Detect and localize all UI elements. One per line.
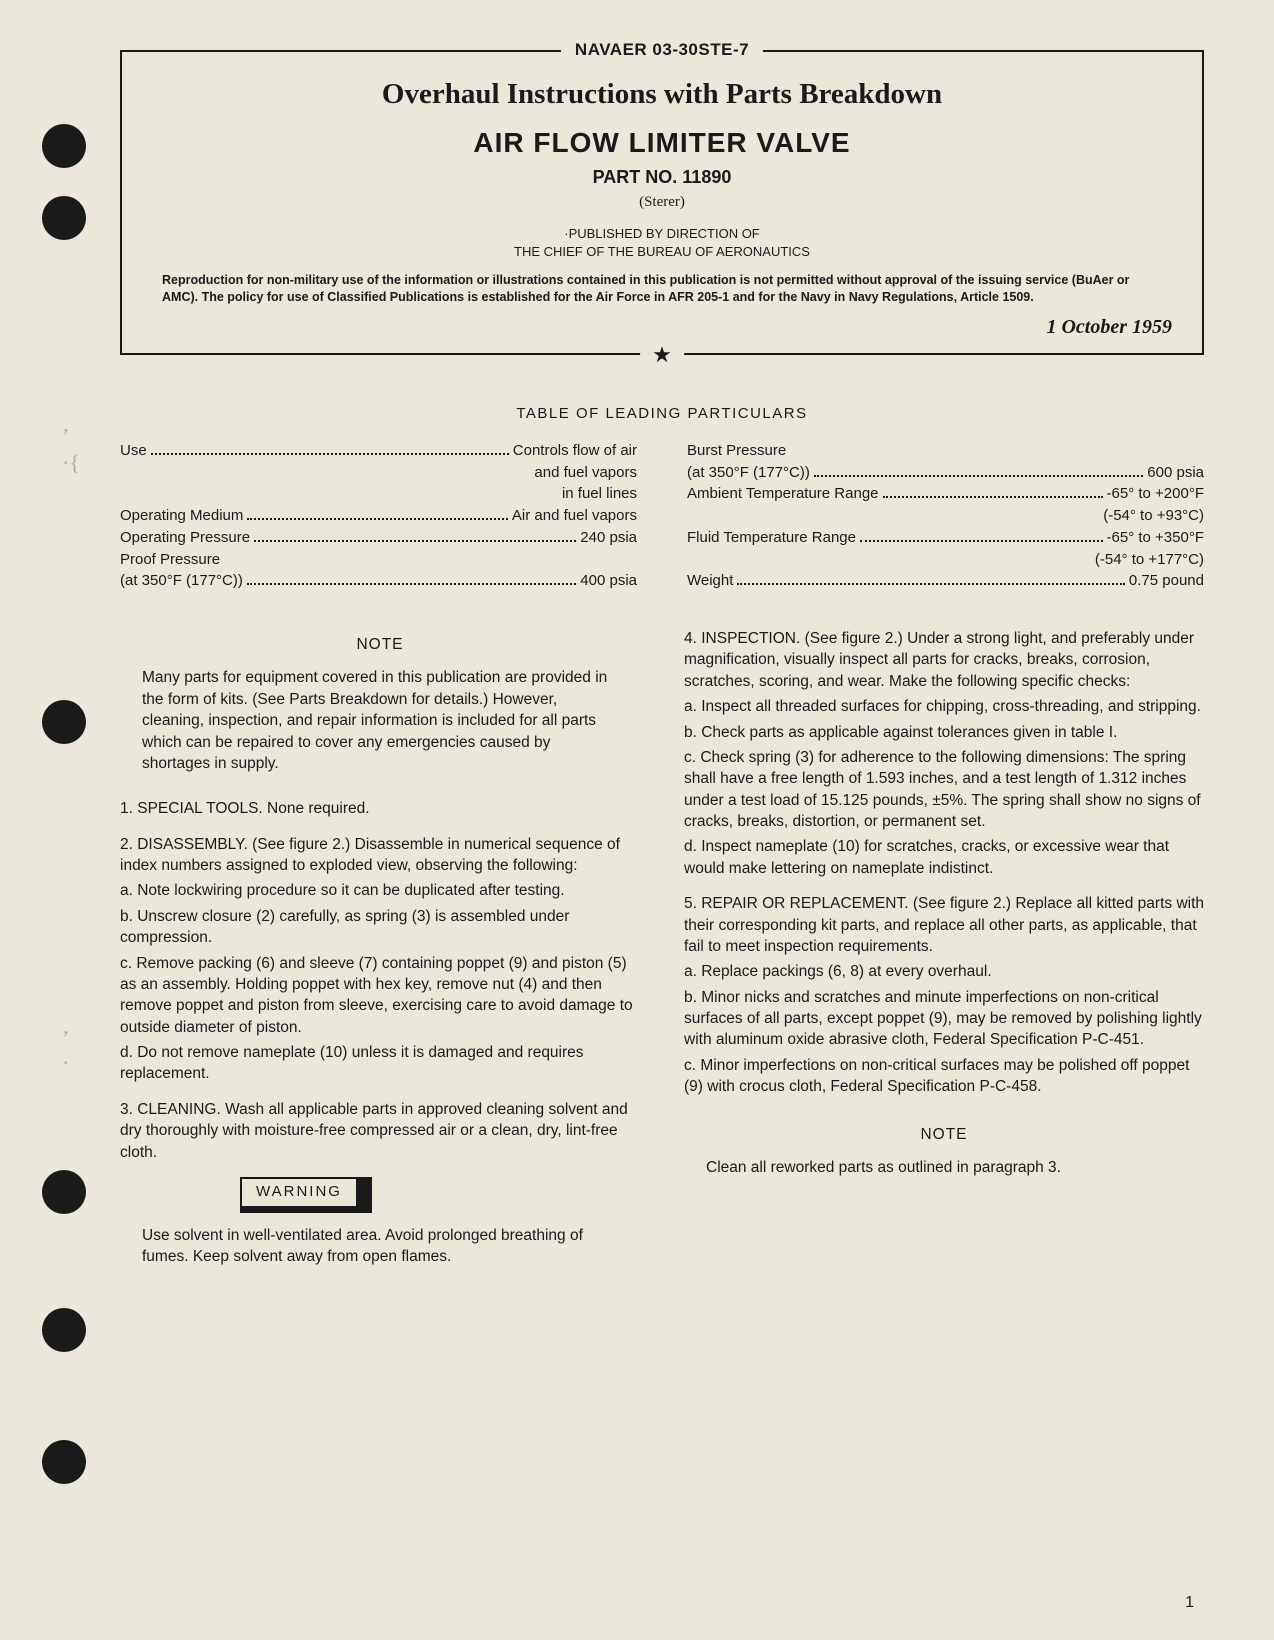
particular-label-only: Burst Pressure: [687, 440, 1204, 462]
punch-hole: [42, 1170, 86, 1214]
body-left-col: NOTE Many parts for equipment covered in…: [120, 628, 640, 1267]
sub-paragraph: d. Do not remove nameplate (10) unless i…: [120, 1042, 640, 1085]
particular-subline: (-54° to +93°C): [687, 505, 1204, 527]
punch-hole: [42, 1308, 86, 1352]
scan-artifact: ʼ: [62, 424, 69, 450]
paragraph: 4. INSPECTION. (See figure 2.) Under a s…: [684, 628, 1204, 692]
particular-value: Air and fuel vapors: [512, 505, 637, 527]
punch-hole: [42, 1440, 86, 1484]
note-heading: NOTE: [684, 1124, 1204, 1145]
body-right-col: 4. INSPECTION. (See figure 2.) Under a s…: [684, 628, 1204, 1267]
note-heading: NOTE: [120, 634, 640, 655]
punch-hole: [42, 124, 86, 168]
equipment-name: AIR FLOW LIMITER VALVE: [152, 127, 1172, 159]
warning-text: Use solvent in well-ventilated area. Avo…: [142, 1225, 618, 1268]
particular-row: (at 350°F (177°C)) 400 psia: [120, 570, 637, 592]
sub-paragraph: c. Remove packing (6) and sleeve (7) con…: [120, 953, 640, 1039]
document-id: NAVAER 03-30STE-7: [561, 40, 763, 60]
particular-value: 0.75 pound: [1129, 570, 1204, 592]
particular-subline: and fuel vapors: [120, 462, 637, 484]
particulars-right-col: Burst Pressure (at 350°F (177°C)) 600 ps…: [687, 440, 1204, 592]
particulars-heading: TABLE OF LEADING PARTICULARS: [120, 405, 1204, 422]
leader-dots: [883, 496, 1103, 498]
sub-paragraph: b. Minor nicks and scratches and minute …: [684, 987, 1204, 1051]
particular-row: Fluid Temperature Range -65° to +350°F: [687, 527, 1204, 549]
particular-label-only: Proof Pressure: [120, 549, 637, 571]
sub-paragraph: d. Inspect nameplate (10) for scratches,…: [684, 836, 1204, 879]
particulars-table: Use Controls flow of air and fuel vapors…: [120, 440, 1204, 592]
particular-row: (at 350°F (177°C)) 600 psia: [687, 462, 1204, 484]
particular-subline: (-54° to +177°C): [687, 549, 1204, 571]
particular-value: -65° to +350°F: [1107, 527, 1204, 549]
particular-label: Ambient Temperature Range: [687, 483, 879, 505]
sub-paragraph: c. Check spring (3) for adherence to the…: [684, 747, 1204, 833]
manufacturer: (Sterer): [152, 194, 1172, 211]
publication-date: 1 October 1959: [152, 316, 1172, 339]
publisher-line-2: THE CHIEF OF THE BUREAU OF AERONAUTICS: [514, 244, 810, 259]
punch-hole: [42, 700, 86, 744]
paragraph: 5. REPAIR OR REPLACEMENT. (See figure 2.…: [684, 893, 1204, 957]
particular-label: (at 350°F (177°C)): [687, 462, 810, 484]
particular-row: Operating Medium Air and fuel vapors: [120, 505, 637, 527]
warning-box: WARNING: [240, 1177, 372, 1213]
publisher-line: ·PUBLISHED BY DIRECTION OF THE CHIEF OF …: [152, 225, 1172, 260]
particular-label: Fluid Temperature Range: [687, 527, 856, 549]
particular-row: Weight 0.75 pound: [687, 570, 1204, 592]
body-text: NOTE Many parts for equipment covered in…: [120, 628, 1204, 1267]
paragraph: 2. DISASSEMBLY. (See figure 2.) Disassem…: [120, 834, 640, 877]
particular-value: 600 psia: [1147, 462, 1204, 484]
particular-label: (at 350°F (177°C)): [120, 570, 243, 592]
leader-dots: [860, 540, 1103, 542]
particular-row: Ambient Temperature Range -65° to +200°F: [687, 483, 1204, 505]
page-number: 1: [1185, 1594, 1194, 1612]
particular-label: Weight: [687, 570, 733, 592]
sub-paragraph: a. Replace packings (6, 8) at every over…: [684, 961, 1204, 982]
leader-dots: [247, 583, 576, 585]
leader-dots: [737, 583, 1125, 585]
title-block: NAVAER 03-30STE-7 Overhaul Instructions …: [120, 50, 1204, 355]
sub-paragraph: b. Unscrew closure (2) carefully, as spr…: [120, 906, 640, 949]
note-body: Many parts for equipment covered in this…: [142, 667, 618, 774]
part-number: PART NO. 11890: [152, 167, 1172, 188]
star-icon: ★: [640, 344, 684, 366]
leader-dots: [254, 540, 576, 542]
paragraph: 1. SPECIAL TOOLS. None required.: [120, 798, 640, 819]
particulars-left-col: Use Controls flow of air and fuel vapors…: [120, 440, 637, 592]
publisher-line-1: ·PUBLISHED BY DIRECTION OF: [564, 226, 760, 241]
sub-paragraph: b. Check parts as applicable against tol…: [684, 722, 1204, 743]
paragraph: 3. CLEANING. Wash all applicable parts i…: [120, 1099, 640, 1163]
particular-label: Operating Pressure: [120, 527, 250, 549]
particular-value: -65° to +200°F: [1107, 483, 1204, 505]
scan-artifact: ʼ: [62, 1026, 69, 1052]
particular-row: Operating Pressure 240 psia: [120, 527, 637, 549]
sub-paragraph: a. Inspect all threaded surfaces for chi…: [684, 696, 1204, 717]
particular-value: Controls flow of air: [513, 440, 637, 462]
punch-hole: [42, 196, 86, 240]
leader-dots: [814, 475, 1143, 477]
reproduction-notice: Reproduction for non-military use of the…: [162, 272, 1162, 306]
note-body: Clean all reworked parts as outlined in …: [706, 1157, 1182, 1178]
particular-value: 400 psia: [580, 570, 637, 592]
warning-label: WARNING: [242, 1179, 370, 1211]
leader-dots: [151, 453, 509, 455]
particular-subline: in fuel lines: [120, 483, 637, 505]
particular-label: Use: [120, 440, 147, 462]
sub-paragraph: a. Note lockwiring procedure so it can b…: [120, 880, 640, 901]
doc-title: Overhaul Instructions with Parts Breakdo…: [152, 78, 1172, 111]
particular-row: Use Controls flow of air: [120, 440, 637, 462]
scan-artifact: ·: [62, 1050, 69, 1076]
leader-dots: [247, 518, 508, 520]
scan-artifact: ·{: [62, 450, 80, 476]
particular-label: Operating Medium: [120, 505, 243, 527]
particular-value: 240 psia: [580, 527, 637, 549]
sub-paragraph: c. Minor imperfections on non-critical s…: [684, 1055, 1204, 1098]
